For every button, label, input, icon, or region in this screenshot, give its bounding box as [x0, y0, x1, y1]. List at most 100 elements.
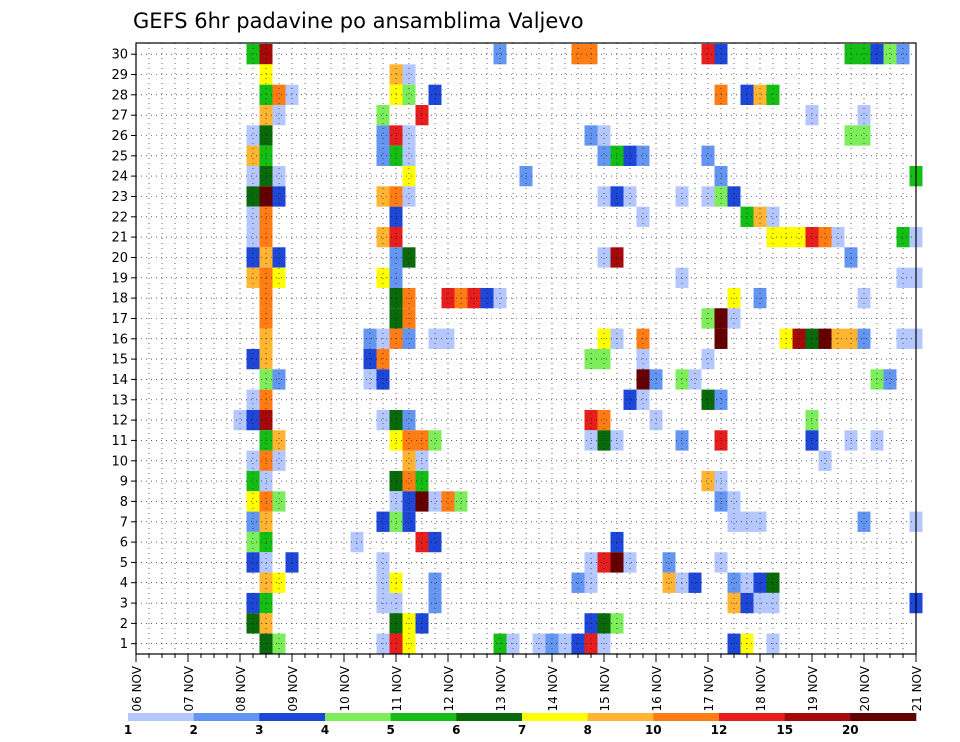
- heatmap-cell: [246, 145, 260, 166]
- heatmap-cell: [701, 348, 715, 370]
- heatmap-cell: [376, 348, 390, 370]
- heatmap-cell: [701, 389, 715, 410]
- grid-lines: [136, 43, 916, 654]
- heatmap-cell: [896, 226, 910, 248]
- heatmap-cell: [428, 572, 442, 593]
- y-tick-label: 8: [120, 495, 128, 510]
- y-tick-label: 13: [111, 393, 128, 408]
- x-tick-label: 20 NOV: [858, 665, 872, 711]
- heatmap-cell: [636, 369, 650, 390]
- heatmap-cell: [402, 145, 416, 166]
- heatmap-cell: [701, 145, 715, 166]
- y-tick-label: 27: [111, 109, 128, 124]
- x-tick-label: 11 NOV: [390, 665, 404, 711]
- heatmap-cell: [831, 226, 845, 248]
- y-tick-label: 18: [111, 292, 128, 307]
- heatmap-cell: [818, 450, 832, 471]
- heatmap-cell: [246, 389, 260, 410]
- y-tick-label: 29: [111, 68, 128, 83]
- heatmap-cell: [376, 267, 390, 288]
- heatmap-cell: [246, 348, 260, 370]
- heatmap-cell: [766, 206, 780, 227]
- heatmap-cell: [766, 226, 780, 248]
- y-tick-label: 24: [111, 170, 128, 185]
- heatmap-cell: [597, 145, 611, 166]
- heatmap-cell: [727, 511, 741, 532]
- heatmap-cell: [246, 247, 260, 268]
- heatmap-cell: [883, 44, 897, 65]
- x-tick-label: 07 NOV: [182, 665, 196, 711]
- y-tick-label: 22: [111, 210, 128, 225]
- heatmap-cell: [857, 104, 871, 126]
- legend-color-swatch: [456, 713, 523, 721]
- legend-level-label: 12: [711, 723, 728, 737]
- x-tick-label: 09 NOV: [286, 665, 300, 711]
- heatmap-cell: [597, 348, 611, 370]
- x-tick-label: 17 NOV: [702, 665, 716, 711]
- heatmap-cell: [376, 125, 390, 146]
- legend-level-label: 20: [842, 723, 859, 737]
- y-tick-label: 17: [111, 312, 128, 327]
- heatmap-cell: [597, 430, 611, 451]
- heatmap-cell: [272, 369, 286, 390]
- heatmap-cell: [597, 247, 611, 268]
- heatmap-cell: [246, 450, 260, 471]
- heatmap-cell: [402, 84, 416, 105]
- heatmap-cell: [597, 552, 611, 573]
- heatmap-cell: [727, 186, 741, 207]
- heatmap-cell: [623, 186, 637, 207]
- legend-color-swatch: [784, 713, 851, 721]
- x-tick-label: 08 NOV: [234, 665, 248, 711]
- heatmap-cell: [571, 44, 585, 65]
- heatmap-cell: [363, 348, 377, 370]
- heatmap-cell: [896, 267, 910, 288]
- legend-level-label: 6: [452, 723, 460, 737]
- heatmap-cell: [246, 470, 260, 492]
- legend-color-swatch: [522, 713, 588, 721]
- heatmap-cell: [246, 44, 260, 65]
- heatmap-cell: [441, 491, 455, 512]
- legend-level-label: 8: [584, 723, 592, 737]
- heatmap-cell: [272, 450, 286, 471]
- heatmap-cell: [246, 226, 260, 248]
- y-tick-label: 19: [111, 271, 128, 286]
- legend-level-label: 1: [124, 723, 132, 737]
- heatmap-cell: [402, 511, 416, 532]
- heatmap-cell: [428, 84, 442, 105]
- y-tick-label: 28: [111, 88, 128, 103]
- heatmap-cell: [597, 409, 611, 431]
- legend-color-swatch: [259, 713, 326, 721]
- y-axis: 1234567891011121314151617181920212223242…: [111, 48, 136, 652]
- heatmap-cell: [272, 84, 286, 105]
- y-tick-label: 26: [111, 129, 128, 144]
- heatmap-cell: [753, 206, 767, 227]
- y-tick-label: 10: [111, 454, 128, 469]
- heatmap-cell: [246, 409, 260, 431]
- y-tick-label: 2: [120, 617, 128, 632]
- y-tick-label: 7: [120, 515, 128, 530]
- y-tick-label: 30: [111, 48, 128, 63]
- heatmap-cell: [402, 247, 416, 268]
- y-tick-label: 16: [111, 332, 128, 347]
- heatmap-cell: [376, 186, 390, 207]
- heatmap-cell: [246, 491, 260, 512]
- heatmap-cell: [597, 186, 611, 207]
- heatmap-cell: [753, 84, 767, 105]
- heatmap-cell: [402, 470, 416, 492]
- heatmap-cell: [857, 125, 871, 146]
- y-tick-label: 9: [120, 475, 128, 490]
- heatmap-cell: [493, 44, 507, 65]
- heatmap-cell: [753, 572, 767, 593]
- x-tick-label: 10 NOV: [338, 665, 352, 711]
- x-tick-label: 13 NOV: [494, 665, 508, 711]
- x-tick-label: 06 NOV: [130, 665, 144, 711]
- heatmap-cell: [376, 104, 390, 126]
- heatmap-cell: [402, 430, 416, 451]
- x-tick-label: 16 NOV: [650, 665, 664, 711]
- heatmap-cell: [428, 430, 442, 451]
- heatmap-cell: [701, 186, 715, 207]
- heatmap-cell: [792, 226, 806, 248]
- heatmap-cell: [376, 226, 390, 248]
- heatmap-cell: [662, 552, 676, 573]
